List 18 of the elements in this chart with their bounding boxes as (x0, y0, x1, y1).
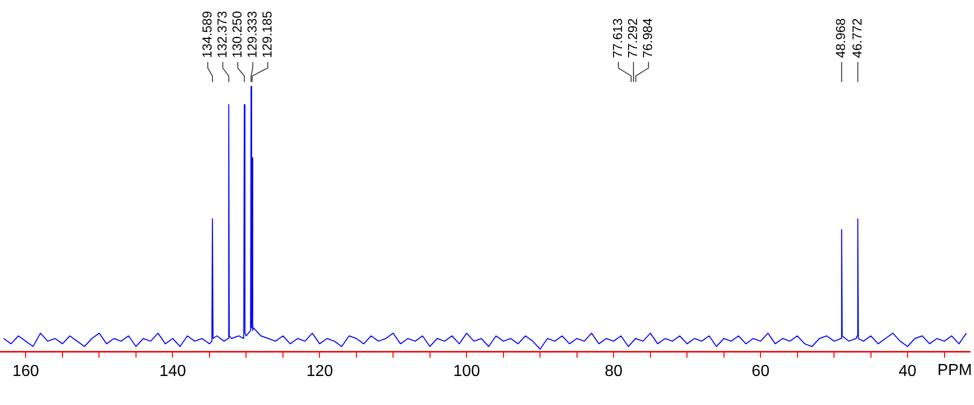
annotation: 129.185 (259, 11, 274, 58)
annotation: 46.772 (849, 18, 864, 58)
annotation: 77.292 (625, 18, 640, 58)
x-axis-title: PPM (937, 362, 972, 380)
annotation: 130.250 (229, 11, 244, 58)
annotation: 132.373 (214, 11, 230, 58)
annotation: 76.984 (640, 18, 656, 58)
x-tick-label: 120 (306, 362, 334, 380)
x-tick-label: 40 (898, 362, 917, 380)
annotation: 129.333 (244, 11, 260, 58)
annotation: 77.613 (610, 18, 626, 58)
x-tick-label: 80 (604, 362, 623, 380)
annotation: 134.589 (199, 11, 214, 58)
x-tick-label: 60 (752, 362, 770, 380)
annotation: 48.968 (833, 18, 848, 58)
x-tick-label: 160 (12, 362, 40, 380)
x-tick-label: 140 (159, 362, 186, 380)
x-tick-label: 100 (453, 362, 480, 380)
